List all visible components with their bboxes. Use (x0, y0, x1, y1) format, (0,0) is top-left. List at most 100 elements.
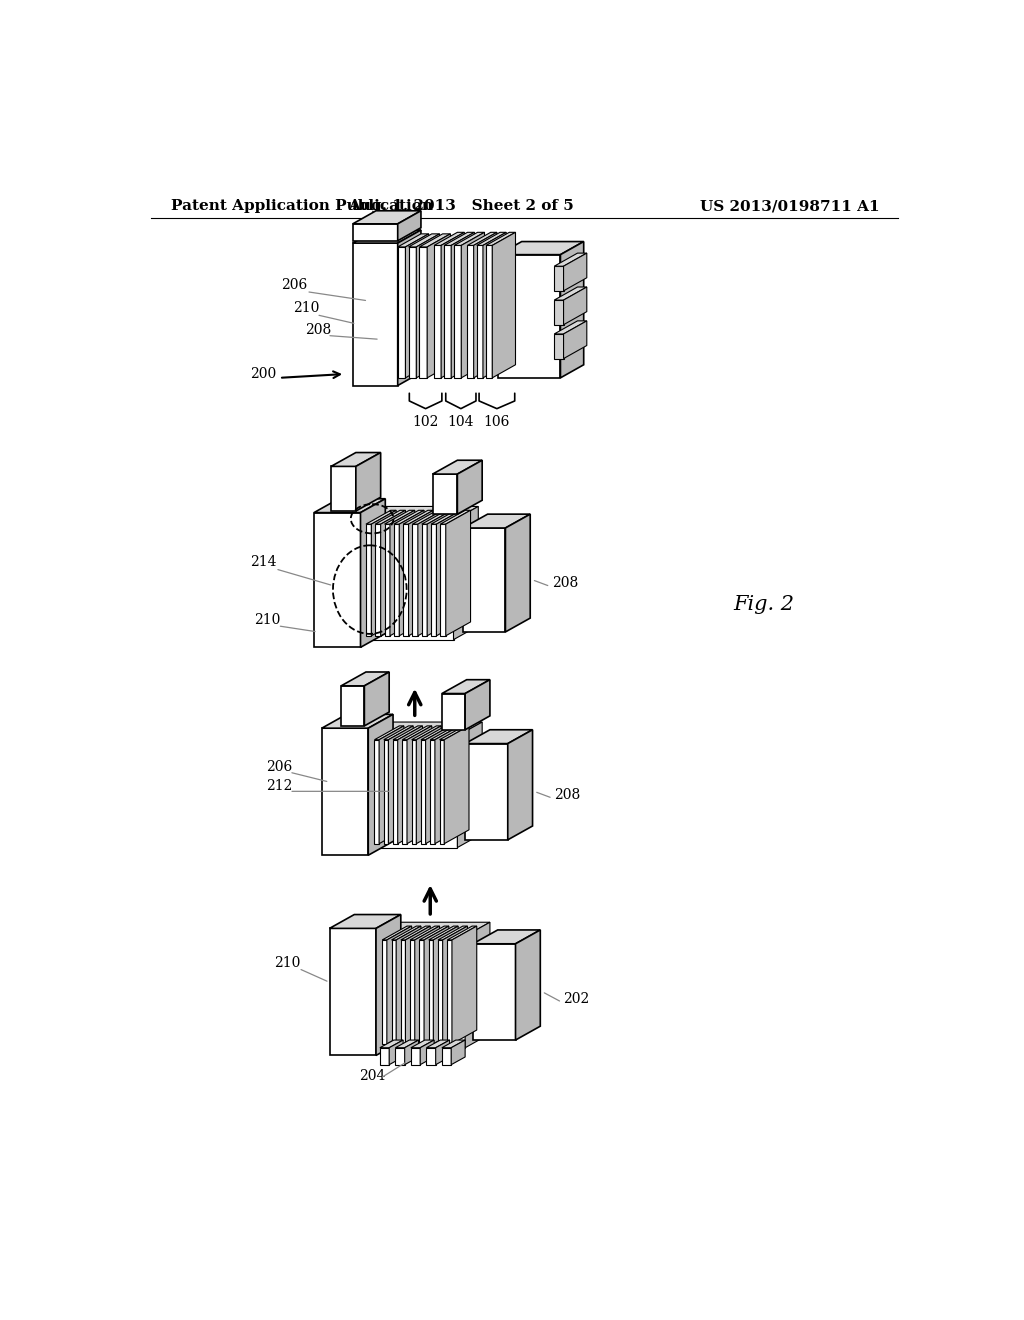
Polygon shape (382, 927, 412, 940)
Polygon shape (420, 927, 449, 940)
Polygon shape (424, 927, 449, 1044)
Text: 204: 204 (359, 1069, 385, 1084)
Polygon shape (429, 927, 458, 940)
Polygon shape (426, 1048, 435, 1065)
Polygon shape (554, 300, 563, 325)
Polygon shape (432, 461, 482, 474)
Polygon shape (341, 686, 365, 726)
Polygon shape (412, 739, 417, 843)
Polygon shape (409, 511, 433, 636)
Text: 208: 208 (305, 323, 331, 337)
Text: 202: 202 (563, 993, 590, 1006)
Polygon shape (375, 524, 381, 636)
Polygon shape (508, 730, 532, 840)
Polygon shape (515, 929, 541, 1040)
Text: 210: 210 (273, 956, 300, 970)
Polygon shape (385, 511, 415, 524)
Polygon shape (439, 726, 469, 739)
Polygon shape (422, 511, 452, 524)
Polygon shape (400, 940, 406, 1044)
Polygon shape (400, 927, 430, 940)
Polygon shape (452, 1040, 465, 1065)
Polygon shape (341, 672, 389, 686)
Polygon shape (384, 726, 414, 739)
Polygon shape (463, 515, 530, 528)
Polygon shape (438, 940, 442, 1044)
Polygon shape (430, 726, 460, 739)
Polygon shape (376, 923, 489, 936)
Polygon shape (445, 511, 471, 636)
Polygon shape (403, 511, 433, 524)
Polygon shape (463, 528, 506, 632)
Polygon shape (420, 940, 424, 1044)
Text: 200: 200 (251, 367, 276, 381)
Polygon shape (420, 247, 427, 378)
Polygon shape (440, 511, 471, 524)
Polygon shape (397, 726, 423, 843)
Polygon shape (474, 232, 497, 378)
Polygon shape (412, 726, 441, 739)
Polygon shape (375, 726, 403, 739)
Text: Patent Application Publication: Patent Application Publication (171, 199, 432, 213)
Text: 206: 206 (282, 279, 308, 292)
Polygon shape (420, 234, 451, 247)
Polygon shape (554, 253, 587, 267)
Polygon shape (473, 944, 515, 1040)
Polygon shape (493, 232, 515, 378)
Polygon shape (360, 507, 478, 520)
Polygon shape (385, 524, 390, 636)
Polygon shape (365, 672, 389, 726)
Polygon shape (411, 1048, 420, 1065)
Polygon shape (554, 267, 563, 290)
Polygon shape (427, 234, 451, 378)
Polygon shape (375, 511, 406, 524)
Polygon shape (402, 726, 432, 739)
Polygon shape (360, 499, 385, 647)
Polygon shape (402, 739, 407, 843)
Polygon shape (411, 1040, 434, 1048)
Text: 102: 102 (413, 414, 439, 429)
Polygon shape (331, 466, 356, 511)
Polygon shape (461, 232, 484, 378)
Polygon shape (563, 253, 587, 290)
Polygon shape (369, 714, 393, 855)
Polygon shape (442, 680, 489, 693)
Polygon shape (447, 940, 452, 1044)
Polygon shape (435, 726, 460, 843)
Polygon shape (395, 1048, 404, 1065)
Polygon shape (452, 927, 477, 1044)
Polygon shape (563, 321, 587, 359)
Polygon shape (352, 224, 397, 240)
Polygon shape (372, 511, 396, 636)
Polygon shape (427, 511, 452, 636)
Polygon shape (465, 680, 489, 730)
Polygon shape (417, 234, 439, 378)
Polygon shape (477, 232, 506, 246)
Polygon shape (467, 246, 474, 378)
Text: 212: 212 (266, 779, 292, 793)
Polygon shape (314, 512, 360, 647)
Polygon shape (314, 499, 385, 512)
Polygon shape (397, 230, 421, 385)
Polygon shape (433, 927, 458, 1044)
Polygon shape (486, 246, 493, 378)
Polygon shape (444, 232, 474, 246)
Polygon shape (330, 915, 400, 928)
Polygon shape (560, 242, 584, 378)
Polygon shape (421, 739, 426, 843)
Polygon shape (430, 739, 435, 843)
Polygon shape (420, 1040, 434, 1065)
Polygon shape (554, 321, 587, 334)
Polygon shape (389, 1040, 403, 1065)
Polygon shape (380, 1040, 403, 1048)
Polygon shape (394, 524, 399, 636)
Polygon shape (393, 726, 423, 739)
Polygon shape (369, 737, 458, 847)
Polygon shape (397, 247, 406, 378)
Text: 214: 214 (251, 556, 276, 569)
Text: 208: 208 (554, 788, 581, 803)
Polygon shape (380, 1048, 389, 1065)
Polygon shape (387, 927, 412, 1044)
Polygon shape (409, 234, 439, 247)
Polygon shape (455, 232, 484, 246)
